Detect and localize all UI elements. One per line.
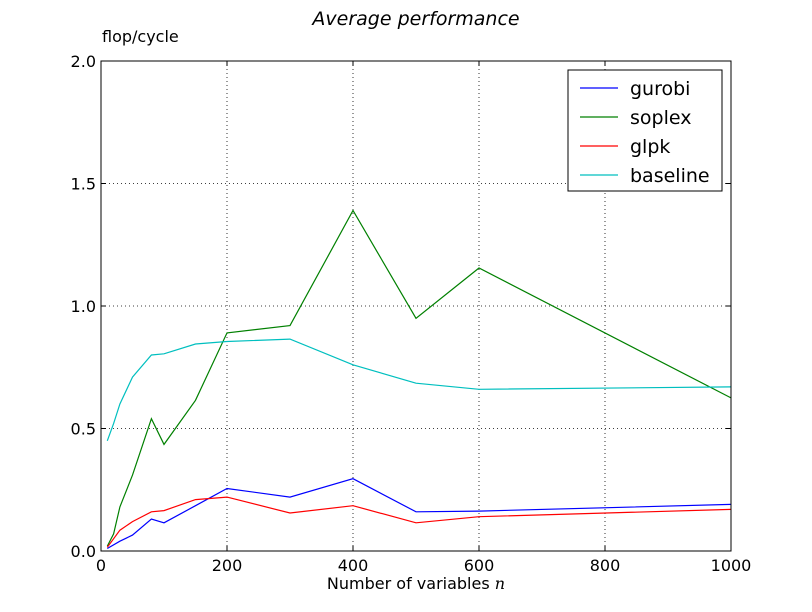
legend-label-glpk: glpk: [630, 136, 670, 158]
x-axis-label-text: Number of variables: [327, 574, 490, 593]
ticks: [100, 60, 732, 552]
x-axis-label-symbol: n: [495, 574, 505, 593]
x-axis-label: Number of variables n: [327, 574, 505, 593]
legend: gurobi soplex glpk baseline: [567, 69, 723, 192]
legend-label-baseline: baseline: [630, 165, 710, 187]
legend-label-gurobi: gurobi: [630, 78, 690, 100]
x-tick-label: 200: [212, 556, 243, 575]
series-group: [106, 209, 732, 550]
tick-labels: 0 200 400 600 800 1000 0.0 0.5 1.0 1.5 2.0: [71, 52, 752, 575]
x-tick-label: 400: [338, 556, 369, 575]
y-axis-label: flop/cycle: [102, 27, 179, 46]
series-line-gurobi: [106, 478, 732, 550]
y-tick-label: 1.0: [71, 297, 96, 316]
x-tick-label: 1000: [711, 556, 752, 575]
y-tick-label: 0.5: [71, 420, 96, 439]
y-tick-label: 2.0: [71, 52, 96, 71]
x-tick-label: 0: [96, 556, 106, 575]
x-tick-label: 600: [464, 556, 495, 575]
y-tick-label: 0.0: [71, 542, 96, 561]
series-line-baseline: [106, 338, 732, 442]
chart-title: Average performance: [310, 8, 519, 30]
x-tick-label: 800: [590, 556, 621, 575]
y-tick-label: 1.5: [71, 175, 96, 194]
series-line-glpk: [106, 496, 732, 548]
legend-box: [567, 69, 723, 192]
legend-label-soplex: soplex: [630, 107, 691, 129]
series-line-soplex: [106, 209, 732, 547]
